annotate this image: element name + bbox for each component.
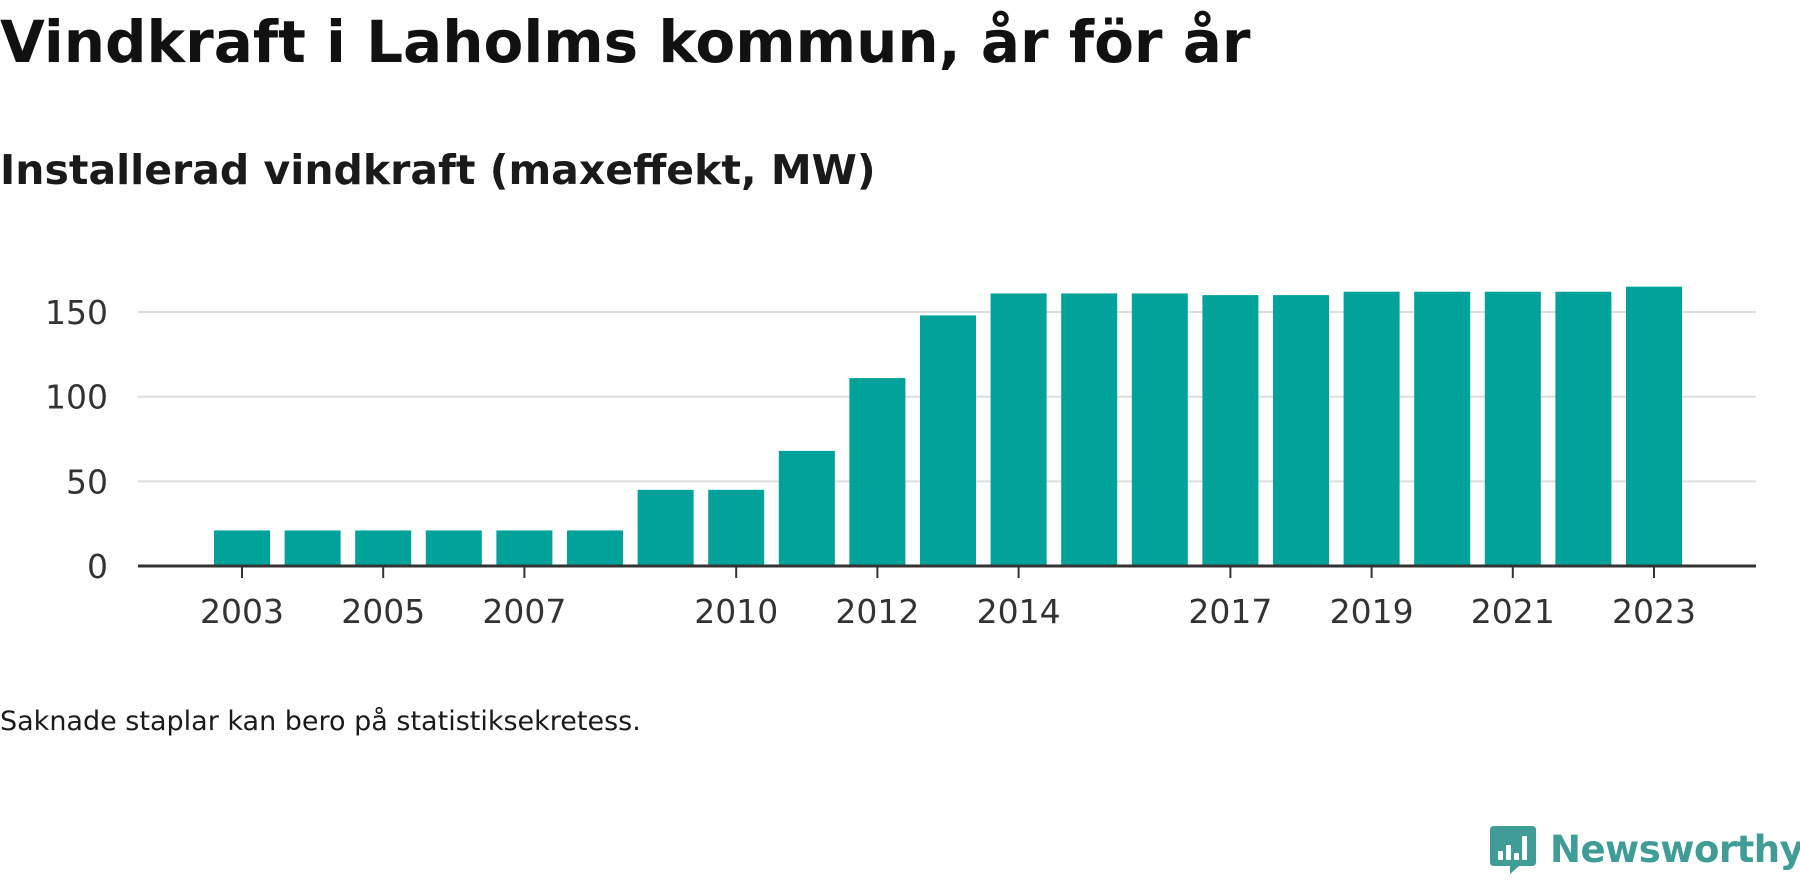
bar-2008 xyxy=(567,530,623,566)
y-tick-label: 0 xyxy=(87,547,108,586)
x-tick-label: 2023 xyxy=(1612,592,1696,631)
x-tick-label: 2010 xyxy=(694,592,778,631)
bar-2010 xyxy=(708,489,765,566)
x-axis: 2003 2005 2007 2010 2012 2014 2017 2019 2021 2023 xyxy=(138,564,1756,631)
x-tick-label: 2017 xyxy=(1188,592,1272,631)
footnote: Saknade staplar kan bero på statistiksek… xyxy=(0,706,641,737)
x-tick-label: 2021 xyxy=(1471,592,1555,631)
y-tick-label: 150 xyxy=(45,293,108,332)
bar-2004 xyxy=(284,530,341,566)
bar-2009 xyxy=(637,489,694,566)
bar-2022 xyxy=(1555,291,1612,566)
y-tick-label: 50 xyxy=(66,462,108,501)
bar-2011 xyxy=(778,450,835,566)
chart-subtitle: Installerad vindkraft (maxeffekt, MW) xyxy=(0,146,876,194)
bar-2012 xyxy=(849,378,906,566)
x-tick-label: 2014 xyxy=(977,592,1061,631)
bar-2018 xyxy=(1273,295,1329,566)
bar-2023 xyxy=(1626,286,1682,566)
bar-2016 xyxy=(1131,293,1188,566)
brand-name: Newsworthy xyxy=(1550,827,1800,871)
brand-logo: Newsworthy xyxy=(1488,818,1800,880)
bar-2014 xyxy=(990,293,1047,566)
bars xyxy=(214,286,1682,566)
x-tick-label: 2012 xyxy=(835,592,919,631)
x-tick-label: 2005 xyxy=(341,592,425,631)
newsworthy-logo-icon xyxy=(1490,826,1536,874)
x-tick-label: 2019 xyxy=(1330,592,1414,631)
x-tick-label: 2003 xyxy=(200,592,284,631)
bar-2003 xyxy=(214,530,270,566)
bar-2020 xyxy=(1414,291,1471,566)
bar-2013 xyxy=(920,315,976,566)
x-tick-label: 2007 xyxy=(482,592,566,631)
bar-2015 xyxy=(1061,293,1118,566)
y-axis-labels: 0 50 100 150 xyxy=(45,293,108,586)
bar-2019 xyxy=(1343,291,1400,566)
y-tick-label: 100 xyxy=(45,378,108,417)
bar-2006 xyxy=(425,530,482,566)
bar-2021 xyxy=(1484,291,1541,566)
chart-title: Vindkraft i Laholms kommun, år för år xyxy=(0,8,1251,76)
bar-2017 xyxy=(1202,295,1259,566)
bar-2007 xyxy=(496,530,553,566)
bar-2005 xyxy=(355,530,412,566)
